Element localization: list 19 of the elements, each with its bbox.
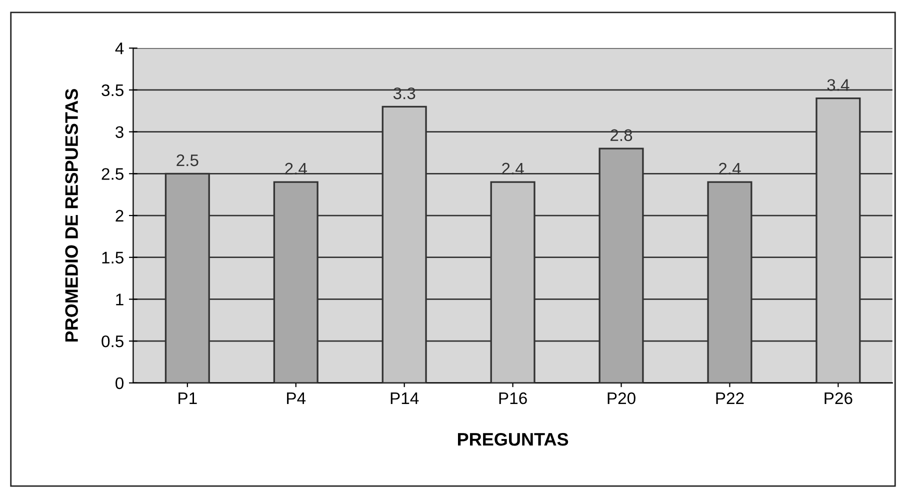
x-tick-label: P26 — [824, 392, 852, 404]
y-tick-label: 0 — [116, 377, 124, 390]
y-tick-label: 2 — [116, 210, 124, 222]
x-axis-title: PREGUNTAS — [458, 432, 568, 446]
data-label: 2.5 — [176, 154, 198, 166]
y-tick-label: 0.5 — [102, 335, 124, 348]
y-tick-label: 2.5 — [102, 168, 124, 180]
y-tick-label: 1 — [116, 294, 124, 306]
y-tick-label: 1.5 — [102, 252, 124, 264]
x-tick-label: P16 — [499, 392, 527, 404]
y-tick-label: 3.5 — [102, 84, 124, 96]
y-axis-title: PROMEDIO DE RESPUESTAS — [65, 88, 78, 342]
x-tick-label: P4 — [287, 392, 306, 404]
y-tick-label: 4 — [115, 42, 124, 54]
x-tick-label: P22 — [716, 392, 744, 404]
x-tick-label: P14 — [390, 392, 419, 404]
x-tick-label: P20 — [608, 392, 636, 404]
y-tick-label: 3 — [116, 126, 124, 138]
x-tick-label: P1 — [178, 392, 197, 404]
